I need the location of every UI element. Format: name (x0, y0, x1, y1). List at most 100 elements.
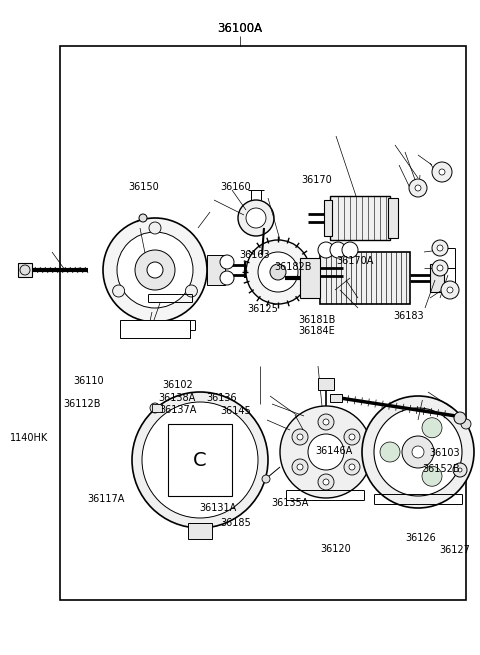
Circle shape (437, 265, 443, 271)
Circle shape (220, 271, 234, 285)
Circle shape (439, 169, 445, 175)
Text: 36146A: 36146A (315, 445, 352, 456)
Circle shape (437, 245, 443, 251)
Text: 36163: 36163 (239, 250, 270, 261)
Circle shape (344, 459, 360, 475)
Circle shape (142, 402, 258, 518)
Bar (324, 200, 332, 236)
Bar (207, 255, 225, 285)
Circle shape (292, 429, 308, 445)
Bar (168, 424, 232, 496)
Bar (330, 394, 342, 402)
Bar (188, 523, 212, 539)
Circle shape (349, 464, 355, 470)
Circle shape (344, 429, 360, 445)
Circle shape (422, 466, 442, 486)
Circle shape (147, 262, 163, 278)
Text: 36117A: 36117A (87, 494, 124, 504)
Circle shape (258, 252, 298, 292)
Bar (320, 252, 410, 304)
Text: 36125: 36125 (248, 304, 278, 314)
Circle shape (220, 255, 234, 269)
Bar (430, 264, 444, 292)
Circle shape (374, 408, 462, 496)
Circle shape (318, 474, 334, 490)
Bar (18, 263, 32, 277)
Bar (120, 320, 190, 338)
Circle shape (103, 218, 207, 322)
Circle shape (297, 464, 303, 470)
Circle shape (139, 214, 147, 222)
Circle shape (323, 479, 329, 485)
Bar (388, 198, 398, 238)
Circle shape (323, 419, 329, 425)
Circle shape (318, 414, 334, 430)
Circle shape (113, 285, 125, 297)
Circle shape (280, 406, 372, 498)
Text: 36170A: 36170A (336, 255, 374, 266)
Circle shape (342, 242, 358, 258)
Circle shape (454, 412, 466, 424)
Circle shape (150, 403, 160, 413)
Text: 36138A: 36138A (158, 393, 195, 403)
Circle shape (422, 418, 442, 438)
Circle shape (432, 260, 448, 276)
Circle shape (349, 434, 355, 440)
Circle shape (447, 287, 453, 293)
Text: 36185: 36185 (220, 517, 251, 528)
Circle shape (132, 392, 268, 528)
Text: 36110: 36110 (73, 376, 104, 386)
Text: 36100A: 36100A (217, 22, 263, 35)
Text: 36160: 36160 (220, 181, 251, 192)
Text: C: C (193, 451, 207, 470)
Text: 36126: 36126 (406, 533, 436, 544)
Text: 36145: 36145 (221, 406, 252, 417)
Circle shape (432, 162, 452, 182)
Text: 36152B: 36152B (422, 464, 460, 474)
Circle shape (432, 240, 448, 256)
Text: 36137A: 36137A (159, 405, 196, 415)
Circle shape (246, 208, 266, 228)
Circle shape (458, 468, 462, 472)
Text: 36112B: 36112B (64, 399, 101, 409)
Circle shape (149, 222, 161, 234)
Circle shape (409, 179, 427, 197)
Circle shape (461, 419, 471, 429)
Circle shape (262, 475, 270, 483)
Circle shape (380, 442, 400, 462)
Text: 36131A: 36131A (200, 503, 237, 514)
Circle shape (20, 265, 30, 275)
Text: 36170: 36170 (301, 175, 332, 185)
Circle shape (270, 264, 286, 280)
Text: 36182B: 36182B (274, 262, 312, 272)
Bar (152, 404, 162, 412)
Circle shape (362, 396, 474, 508)
Circle shape (330, 242, 346, 258)
Text: 36183: 36183 (394, 310, 424, 321)
Circle shape (292, 459, 308, 475)
Circle shape (238, 200, 274, 236)
Circle shape (297, 434, 303, 440)
Circle shape (185, 285, 197, 297)
Bar (60, 46, 466, 600)
Text: 1140HK: 1140HK (10, 432, 48, 443)
Bar (318, 378, 334, 390)
Circle shape (308, 434, 344, 470)
Text: 36150: 36150 (129, 181, 159, 192)
Bar (330, 196, 390, 240)
Circle shape (117, 232, 193, 308)
Text: 36127: 36127 (439, 545, 470, 555)
Circle shape (453, 463, 467, 477)
Circle shape (246, 240, 310, 304)
Circle shape (318, 242, 334, 258)
Circle shape (412, 446, 424, 458)
Text: 36102: 36102 (162, 380, 193, 390)
Text: 36103: 36103 (430, 448, 460, 458)
Bar (300, 258, 320, 298)
Text: 36136: 36136 (206, 393, 237, 403)
Text: 36100A: 36100A (217, 22, 263, 35)
Text: 36184E: 36184E (299, 326, 335, 337)
Circle shape (402, 436, 434, 468)
Text: 36120: 36120 (321, 544, 351, 554)
Text: 36135A: 36135A (271, 498, 309, 508)
